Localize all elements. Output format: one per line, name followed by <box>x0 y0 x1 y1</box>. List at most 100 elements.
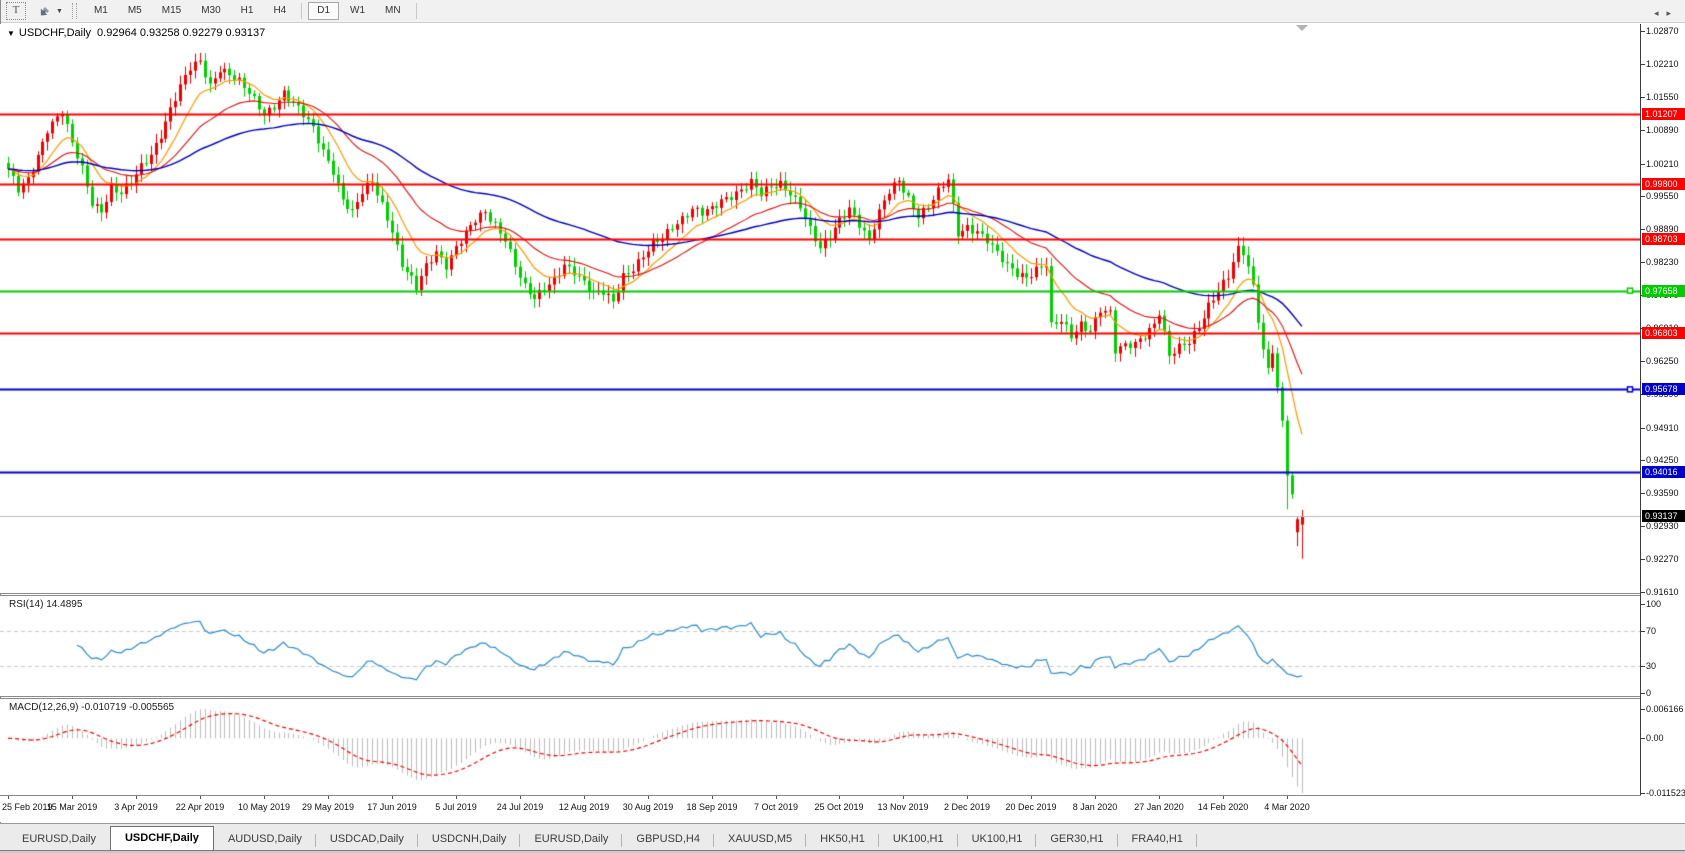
top-toolbar: T ▼ M1 M5 M15 M30 H1 H4 D1 W1 MN <box>0 0 1685 23</box>
panel-separator[interactable] <box>0 696 1641 697</box>
date-tick-label: 12 Aug 2019 <box>558 802 610 812</box>
timeframe-button-M15[interactable]: M15 <box>161 5 182 16</box>
chart-tab-usdchf-daily[interactable]: USDCHF,Daily <box>109 826 214 851</box>
date-tick-label: 30 Aug 2019 <box>622 802 674 812</box>
chart-symbol-caret-icon[interactable]: ▼ <box>7 29 15 38</box>
status-bar-strip <box>0 850 1685 853</box>
macd-tick-mark <box>1641 793 1645 794</box>
price-tick-label: 0.92930 <box>1646 521 1679 531</box>
price-axis[interactable] <box>1641 24 1685 795</box>
price-tick-label: 0.96250 <box>1646 356 1679 366</box>
timeframe-button-MN[interactable]: MN <box>385 5 401 16</box>
chart-tab-eurusd-daily[interactable]: EURUSD,Daily <box>22 833 96 845</box>
price-tick-mark <box>1641 31 1645 32</box>
dropdown-caret-icon[interactable]: ▼ <box>56 7 63 15</box>
price-tick-mark <box>1641 460 1645 461</box>
price-tick-mark <box>1641 229 1645 230</box>
date-tick-mark <box>1287 796 1288 799</box>
price-tick-label: 0.92270 <box>1646 554 1679 564</box>
price-tick-label: 1.00890 <box>1646 125 1679 135</box>
rsi-canvas[interactable] <box>0 596 1641 696</box>
hline-price-label[interactable]: 0.99800 <box>1642 178 1685 190</box>
chart-tab-usdcad-daily[interactable]: USDCAD,Daily <box>316 828 418 851</box>
date-tick-mark <box>520 796 521 799</box>
price-tick-mark <box>1641 196 1645 197</box>
hline-price-label[interactable]: 0.96803 <box>1642 327 1685 339</box>
date-tick-label: 5 Jul 2019 <box>435 802 477 812</box>
price-tick-mark <box>1641 361 1645 362</box>
date-tick-mark <box>456 796 457 799</box>
price-tick-mark <box>1641 526 1645 527</box>
panel-separator[interactable] <box>0 593 1641 594</box>
arrows-tool-icon[interactable] <box>36 4 52 18</box>
date-axis[interactable]: 25 Feb 2019 15 Mar 2019 3 Apr 2019 22 Apr 2… <box>0 796 1641 822</box>
date-tick-mark <box>839 796 840 799</box>
chart-tab-usdcnh-daily[interactable]: USDCNH,Daily <box>418 828 521 851</box>
tab-scroll-arrows: ◂▸ <box>1654 8 1679 19</box>
chart-tab-gbpusd-h4[interactable]: GBPUSD,H4 <box>622 828 714 851</box>
hline-price-label[interactable]: 0.98703 <box>1642 233 1685 245</box>
rsi-tick-mark <box>1641 631 1645 632</box>
date-tick-label: 25 Feb 2019 <box>2 802 53 812</box>
macd-tick-label: 0.006166 <box>1646 704 1684 714</box>
date-tick-label: 22 Apr 2019 <box>175 802 225 812</box>
main-chart-canvas[interactable] <box>0 24 1641 593</box>
date-tick-label: 15 Mar 2019 <box>46 802 98 812</box>
scroll-position-marker-icon <box>1296 25 1308 31</box>
chart-tab-uk100-h1[interactable]: UK100,H1 <box>879 828 958 851</box>
date-tick-mark <box>1159 796 1160 799</box>
chart-tab-eurusd-daily[interactable]: EURUSD,Daily <box>520 828 623 851</box>
hline-price-label[interactable]: 0.94016 <box>1642 466 1685 478</box>
tab-scroll-right-icon[interactable]: ▸ <box>1666 8 1679 18</box>
chart-tab-ger30-h1[interactable]: GER30,H1 <box>1036 828 1118 851</box>
macd-value: -0.010719 -0.005565 <box>81 702 175 713</box>
panel-separator[interactable] <box>0 595 1641 596</box>
date-tick-mark <box>1095 796 1096 799</box>
chart-tab-xauusd-m5[interactable]: XAUUSD,M5 <box>714 828 807 851</box>
chart-symbol-label: USDCHF,Daily <box>18 27 92 39</box>
timeframe-button-W1[interactable]: W1 <box>350 5 366 16</box>
date-tick-label: 24 Jul 2019 <box>496 802 544 812</box>
date-tick-label: 8 Jan 2020 <box>1072 802 1118 812</box>
rsi-tick-mark <box>1641 693 1645 694</box>
text-tool-icon[interactable]: T <box>6 2 26 20</box>
price-tick-label: 1.02870 <box>1646 26 1679 36</box>
rsi-tick-mark <box>1641 604 1645 605</box>
chart-tab-audusd-daily[interactable]: AUDUSD,Daily <box>214 828 316 851</box>
macd-canvas[interactable] <box>0 699 1641 795</box>
hline-price-label[interactable]: 1.01207 <box>1642 108 1685 120</box>
timeframe-button-M1[interactable]: M1 <box>93 5 108 16</box>
price-tick-label: 1.01550 <box>1646 92 1679 102</box>
price-tick-mark <box>1641 97 1645 98</box>
timeframe-button-M30[interactable]: M30 <box>201 5 221 16</box>
hline-price-label[interactable]: 0.97658 <box>1642 285 1685 297</box>
date-tick-label: 7 Oct 2019 <box>753 802 799 812</box>
date-tick-label: 25 Oct 2019 <box>814 802 864 812</box>
price-tick-label: 0.99550 <box>1646 191 1679 201</box>
price-tick-mark <box>1641 130 1645 131</box>
date-tick-mark <box>712 796 713 799</box>
timeframe-bar: M1 M5 M15 M30 H1 H4 D1 W1 MN <box>84 2 422 20</box>
macd-label: MACD(12,26,9) -0.010719 -0.005565 <box>9 702 175 713</box>
panel-separator[interactable] <box>0 698 1641 699</box>
rsi-tick-label: 70 <box>1646 626 1657 636</box>
rsi-tick-label: 30 <box>1646 661 1657 671</box>
price-tick-mark <box>1641 493 1645 494</box>
chart-tab-fra40-h1[interactable]: FRA40,H1 <box>1118 828 1197 851</box>
timeframe-button-H1[interactable]: H1 <box>240 5 254 16</box>
hline-price-label[interactable]: 0.95678 <box>1642 383 1685 395</box>
timeframe-button-M5[interactable]: M5 <box>127 5 142 16</box>
chart-tab-hk50-h1[interactable]: HK50,H1 <box>806 828 879 851</box>
timeframe-button-D1[interactable]: D1 <box>308 2 340 20</box>
date-tick-mark <box>967 796 968 799</box>
tab-scroll-left-icon[interactable]: ◂ <box>1653 8 1667 18</box>
price-tick-label: 0.98230 <box>1646 257 1679 267</box>
price-axis-border <box>1640 24 1641 795</box>
chart-tab-uk100-h1[interactable]: UK100,H1 <box>958 828 1037 851</box>
toolbar-grip[interactable] <box>71 3 77 19</box>
date-tick-mark <box>200 796 201 799</box>
date-tick-mark <box>584 796 585 799</box>
price-tick-mark <box>1641 592 1645 593</box>
timeframe-button-H4[interactable]: H4 <box>273 5 287 16</box>
